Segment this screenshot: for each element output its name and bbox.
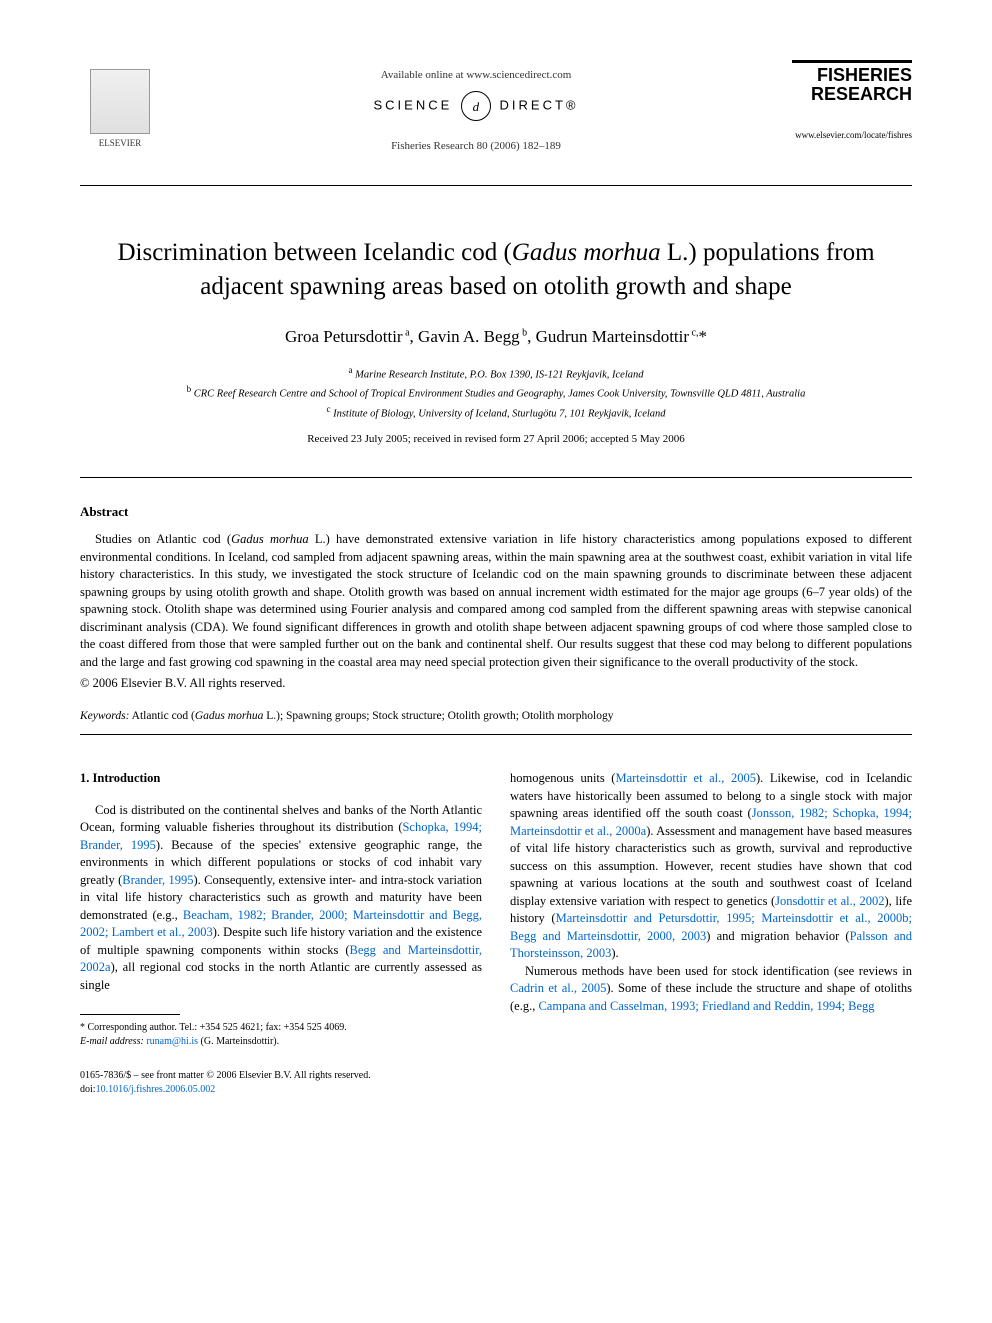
elsevier-tree-icon — [90, 69, 150, 134]
ref-link[interactable]: Cadrin et al., 2005 — [510, 981, 606, 995]
journal-logo: FISHERIES RESEARCH www.elsevier.com/loca… — [792, 60, 912, 141]
corr-author-line: * Corresponding author. Tel.: +354 525 4… — [80, 1021, 482, 1035]
footnote-rule — [80, 1014, 180, 1015]
available-online-text: Available online at www.sciencedirect.co… — [160, 68, 792, 83]
intro-para-2: homogenous units (Marteinsdottir et al.,… — [510, 770, 912, 963]
ref-link[interactable]: Campana and Casselman, 1993; Friedland a… — [538, 999, 874, 1013]
footer-info: 0165-7836/$ – see front matter © 2006 El… — [80, 1069, 482, 1097]
intro-para-3: Numerous methods have been used for stoc… — [510, 963, 912, 1016]
abstract-top-rule — [80, 477, 912, 478]
intro-heading: 1. Introduction — [80, 770, 482, 788]
journal-title: FISHERIES RESEARCH — [792, 60, 912, 104]
manuscript-dates: Received 23 July 2005; received in revis… — [80, 432, 912, 447]
doi-link[interactable]: 10.1016/j.fishres.2006.05.002 — [96, 1084, 216, 1095]
right-column: homogenous units (Marteinsdottir et al.,… — [510, 770, 912, 1097]
affil-b: CRC Reef Research Centre and School of T… — [194, 389, 806, 400]
center-header: Available online at www.sciencedirect.co… — [160, 60, 792, 155]
abstract-bottom-rule — [80, 734, 912, 735]
email-name: (G. Marteinsdottir). — [201, 1036, 280, 1047]
ref-link[interactable]: Begg and Marteinsdottir, 2002a — [80, 943, 482, 975]
ref-link[interactable]: Marteinsdottir et al., 2005 — [615, 771, 755, 785]
header-rule — [80, 185, 912, 186]
intro-para-1: Cod is distributed on the continental sh… — [80, 802, 482, 995]
elsevier-logo: ELSEVIER — [80, 60, 160, 150]
email-label: E-mail address: — [80, 1036, 144, 1047]
corresponding-author-footnote: * Corresponding author. Tel.: +354 525 4… — [80, 1021, 482, 1049]
article-title: Discrimination between Icelandic cod (Ga… — [100, 236, 892, 304]
sd-left: SCIENCE — [373, 98, 452, 113]
journal-title-2: RESEARCH — [811, 84, 912, 104]
science-direct-logo: SCIENCE d DIRECT® — [160, 91, 792, 121]
abstract-text: Studies on Atlantic cod (Gadus morhua L.… — [80, 531, 912, 671]
left-column: 1. Introduction Cod is distributed on th… — [80, 770, 482, 1097]
ref-link[interactable]: Brander, 1995 — [122, 873, 193, 887]
header-bar: ELSEVIER Available online at www.science… — [80, 60, 912, 155]
abstract-heading: Abstract — [80, 503, 912, 521]
affiliations: a Marine Research Institute, P.O. Box 13… — [80, 364, 912, 422]
email-link[interactable]: runam@hi.is — [146, 1036, 198, 1047]
ref-link[interactable]: Schopka, 1994; Brander, 1995 — [80, 820, 482, 852]
journal-title-1: FISHERIES — [817, 65, 912, 85]
sd-d-icon: d — [461, 91, 491, 121]
keywords: Keywords: Atlantic cod (Gadus morhua L.)… — [80, 708, 912, 724]
copyright-line: © 2006 Elsevier B.V. All rights reserved… — [80, 675, 912, 693]
elsevier-label: ELSEVIER — [99, 137, 142, 150]
sd-right: DIRECT® — [500, 98, 579, 113]
body-columns: 1. Introduction Cod is distributed on th… — [80, 770, 912, 1097]
journal-reference: Fisheries Research 80 (2006) 182–189 — [160, 139, 792, 154]
keywords-label: Keywords: — [80, 710, 129, 722]
issn-line: 0165-7836/$ – see front matter © 2006 El… — [80, 1069, 482, 1083]
affil-a: Marine Research Institute, P.O. Box 1390… — [355, 370, 643, 381]
authors: Groa Petursdottir a, Gavin A. Begg b, Gu… — [80, 325, 912, 349]
ref-link[interactable]: Beacham, 1982; Brander, 2000; Marteinsdo… — [80, 908, 482, 940]
affil-c: Institute of Biology, University of Icel… — [333, 408, 665, 419]
ref-link[interactable]: Jonsson, 1982; Schopka, 1994; Marteinsdo… — [510, 806, 912, 838]
abstract-section: Abstract Studies on Atlantic cod (Gadus … — [80, 503, 912, 693]
ref-link[interactable]: Jonsdottir et al., 2002 — [775, 894, 884, 908]
journal-url: www.elsevier.com/locate/fishres — [792, 129, 912, 142]
